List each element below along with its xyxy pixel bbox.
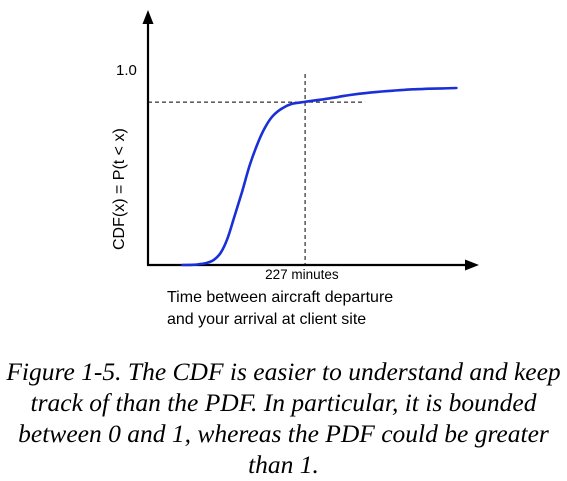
cdf-series-line (181, 86, 458, 267)
cdf-chart: 1.0 CDF(x) = P(t < x) 227 minutes Time b… (111, 10, 479, 328)
chart-axes (142, 10, 479, 271)
y-axis-arrowhead (142, 10, 154, 24)
reference-guides (148, 74, 366, 265)
x-axis-label-line-2: and your arrival at client site (167, 311, 366, 328)
x-axis-arrowhead (465, 259, 479, 271)
x-axis-label-line-1: Time between aircraft departure (167, 289, 393, 306)
y-axis-label: CDF(x) = P(t < x) (111, 128, 128, 250)
x-marker-label: 227 minutes (265, 267, 339, 282)
y-tick-label: 1.0 (116, 62, 137, 79)
figure-caption: Figure 1-5. The CDF is easier to underst… (6, 357, 561, 479)
